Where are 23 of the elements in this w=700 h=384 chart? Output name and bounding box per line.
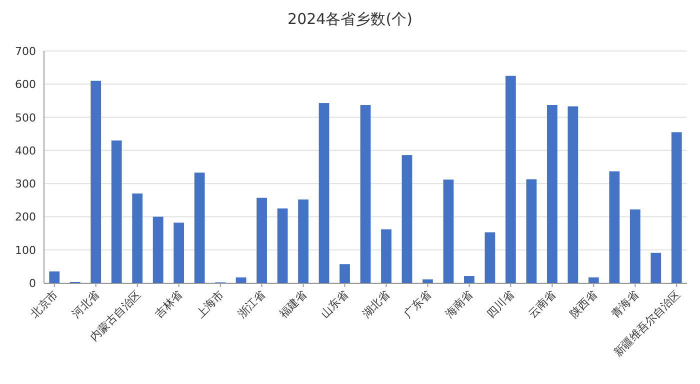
x-tick-label: 海南省 [442, 288, 476, 320]
x-tick-label: 广东省 [401, 288, 434, 320]
y-tick-label: 300 [15, 178, 36, 191]
y-tick-label: 400 [15, 144, 36, 158]
x-tick-label: 北京市 [28, 288, 60, 320]
x-tick-label: 福建省 [276, 288, 310, 320]
y-tick-label: 0 [29, 277, 36, 290]
x-tick-label: 上海市 [194, 288, 226, 320]
x-tick-label: 湖北省 [360, 288, 392, 320]
x-tick-label: 山东省 [318, 288, 351, 320]
y-tick-label: 200 [15, 210, 36, 224]
x-tick-label: 四川省 [484, 288, 517, 320]
x-tick-label: 青海省 [608, 288, 642, 320]
chart-title: 2024各省乡数(个) [288, 10, 412, 28]
x-tick-label: 吉林省 [152, 288, 185, 320]
y-tick-label: 500 [15, 111, 36, 124]
y-tick-label: 100 [15, 244, 36, 257]
x-tick-label: 河北省 [69, 288, 102, 320]
x-tick-label: 陕西省 [567, 288, 600, 320]
y-tick-label: 600 [15, 78, 36, 92]
x-tick-label: 浙江省 [235, 288, 268, 320]
x-tick-label: 云南省 [526, 288, 558, 320]
y-tick-label: 700 [15, 45, 36, 58]
